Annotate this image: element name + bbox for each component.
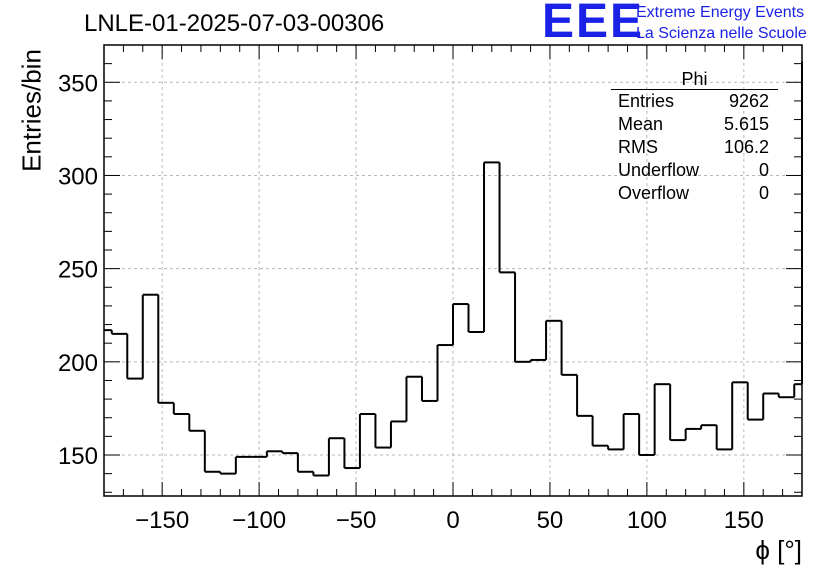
tick-labels: −150 −100 −50 0 50 100 150 150 200 250 300 350 xyxy=(58,70,764,534)
stats-row-overflow: Overflow 0 xyxy=(611,182,778,205)
stats-title: Phi xyxy=(611,69,778,90)
y-tick-label: 250 xyxy=(58,257,98,284)
eee-logo: EEE xyxy=(542,0,645,48)
stats-value: 9262 xyxy=(728,91,769,111)
y-tick-label: 200 xyxy=(58,350,98,377)
stats-row-entries: Entries 9262 xyxy=(611,90,778,113)
stats-value: 0 xyxy=(758,160,769,180)
chart-title: LNLE-01-2025-07-03-00306 xyxy=(84,10,385,37)
y-axis-label: Entries/bin xyxy=(16,49,47,172)
x-tick-label: 150 xyxy=(724,507,764,534)
stats-label: Mean xyxy=(618,114,664,134)
stats-row-rms: RMS 106.2 xyxy=(611,136,778,159)
stats-label: RMS xyxy=(618,137,658,157)
stats-value: 106.2 xyxy=(723,137,769,157)
stats-value: 5.615 xyxy=(723,114,769,134)
stats-value: 0 xyxy=(758,183,769,203)
stats-row-underflow: Underflow 0 xyxy=(611,159,778,182)
stats-box: Phi Entries 9262 Mean 5.615 RMS 106.2 Un… xyxy=(611,69,778,205)
stats-row-mean: Mean 5.615 xyxy=(611,113,778,136)
grid-lines xyxy=(104,45,802,496)
y-tick-label: 300 xyxy=(58,163,98,190)
y-tick-label: 150 xyxy=(58,443,98,470)
x-tick-label: −150 xyxy=(135,507,189,534)
logo-line-1: Extreme Energy Events xyxy=(636,4,805,21)
stats-label: Entries xyxy=(618,91,675,111)
x-tick-label: −50 xyxy=(336,507,377,534)
x-tick-label: 0 xyxy=(446,507,459,534)
y-tick-label: 350 xyxy=(58,70,98,97)
axes xyxy=(103,44,803,497)
stats-label: Overflow xyxy=(618,183,690,203)
stats-label: Underflow xyxy=(618,160,700,180)
x-tick-label: 100 xyxy=(627,507,667,534)
x-tick-label: 50 xyxy=(537,507,564,534)
x-tick-label: −100 xyxy=(232,507,286,534)
x-axis-label: ϕ [°] xyxy=(755,535,802,565)
logo-line-2: La Scienza nelle Scuole xyxy=(636,25,807,42)
